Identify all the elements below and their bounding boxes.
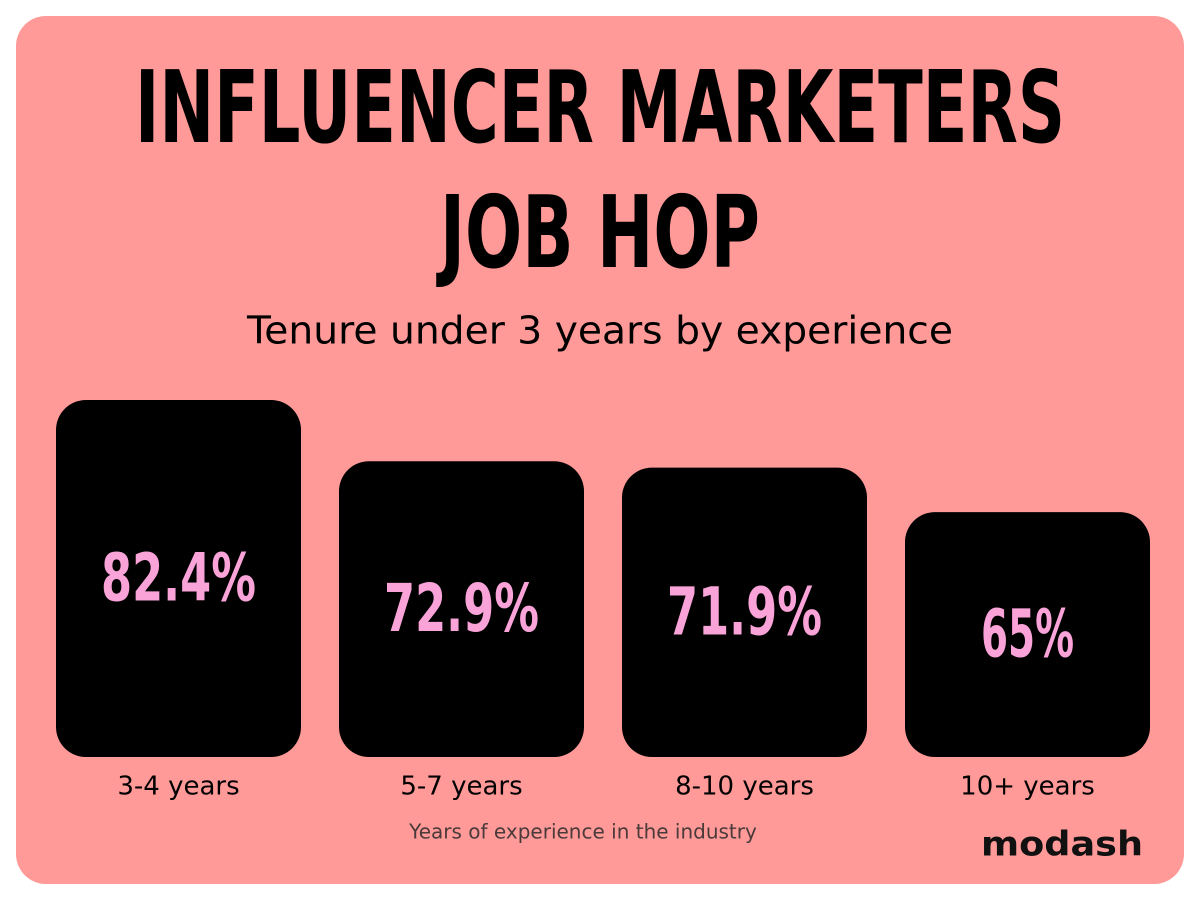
title-line: JOB HOP [436,174,760,291]
value-label: 82.4% [101,540,256,617]
chart-title: INFLUENCER MARKETERS JOB HOP [135,49,1065,291]
bar [905,512,1150,757]
bar [56,399,301,757]
card [16,16,1184,884]
value-label: 65% [981,596,1074,673]
brand-logo: modash [981,825,1143,865]
x-tick-label: 3-4 years [117,772,239,802]
value-label: 71.9% [667,573,822,650]
chart-subtitle: Tenure under 3 years by experience [246,309,953,353]
title-line: INFLUENCER MARKETERS [135,49,1065,166]
x-axis-label: Years of experience in the industry [408,820,757,844]
value-label: 72.9% [384,570,539,647]
bar [622,467,867,757]
x-tick-label: 5-7 years [400,772,522,802]
x-tick-label: 8-10 years [675,772,814,802]
bar [339,461,584,757]
x-tick-label: 10+ years [960,772,1095,802]
